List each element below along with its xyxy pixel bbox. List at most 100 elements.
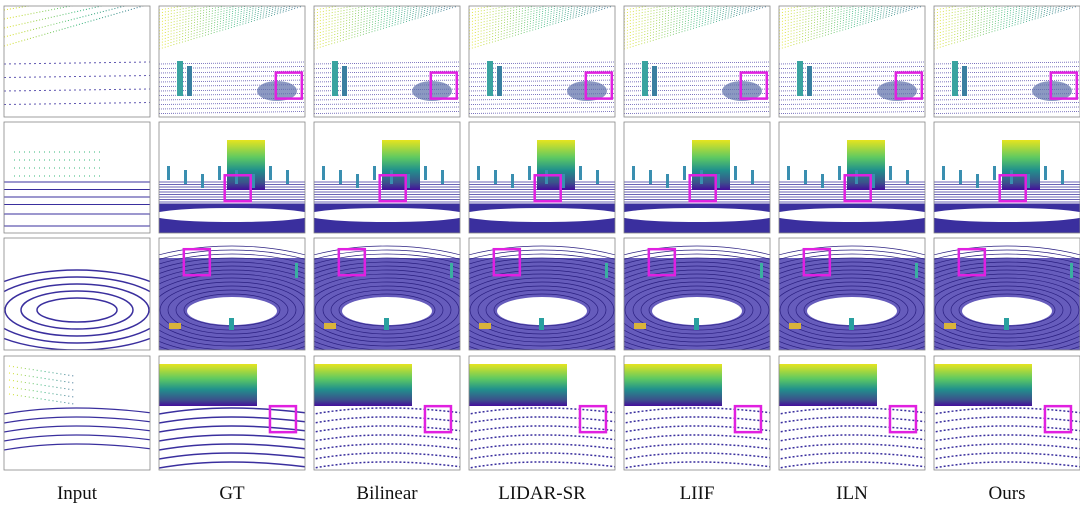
empty-ring — [617, 208, 777, 222]
object — [269, 166, 272, 180]
empty-ring — [307, 208, 467, 222]
pole — [807, 66, 812, 96]
object — [252, 174, 255, 188]
page: InputGTBilinearLIDAR-SRLIIFILNOurs (() =… — [0, 0, 1080, 506]
pole — [642, 61, 648, 96]
object — [649, 170, 652, 184]
wall — [469, 364, 567, 406]
object — [339, 170, 342, 184]
empty-ring — [462, 208, 622, 222]
object — [694, 318, 699, 330]
panel-content — [152, 122, 312, 233]
object — [324, 323, 336, 329]
object — [229, 318, 234, 330]
object — [838, 166, 841, 180]
panel-content — [0, 238, 181, 350]
lidar-panel — [617, 122, 777, 233]
object — [384, 318, 389, 330]
object — [889, 166, 892, 180]
object — [539, 318, 544, 330]
panel-content — [4, 0, 150, 117]
object — [855, 170, 858, 184]
object — [872, 174, 875, 188]
object — [356, 174, 359, 188]
lidar-panel — [149, 356, 315, 497]
object — [167, 166, 170, 180]
lidar-panel — [152, 122, 312, 233]
wall — [779, 364, 877, 406]
pole — [652, 66, 657, 96]
object — [605, 263, 608, 278]
lidar-panel — [0, 238, 181, 350]
pole — [187, 66, 192, 96]
column-label: Ours — [989, 483, 1026, 504]
pole — [332, 61, 338, 96]
object — [1061, 170, 1064, 184]
panel-content — [924, 356, 1080, 497]
figure: InputGTBilinearLIDAR-SRLIIFILNOurs — [0, 0, 1080, 506]
object — [976, 174, 979, 188]
object — [959, 170, 962, 184]
pole — [952, 61, 958, 96]
panel-content — [617, 122, 777, 233]
object — [562, 174, 565, 188]
object — [789, 323, 801, 329]
object — [1010, 170, 1013, 184]
wall — [624, 364, 722, 406]
object — [849, 318, 854, 330]
lidar-panel — [927, 122, 1080, 233]
object — [993, 166, 996, 180]
building — [692, 140, 730, 190]
object — [751, 170, 754, 184]
pole — [177, 61, 183, 96]
wall — [314, 364, 412, 406]
empty-ring — [772, 208, 932, 222]
object — [1070, 263, 1073, 278]
lidar-panel — [459, 356, 625, 497]
lidar-panel — [772, 122, 932, 233]
panel-content — [769, 356, 935, 497]
object — [821, 174, 824, 188]
column-label: LIIF — [680, 483, 715, 504]
object — [1004, 318, 1009, 330]
lidar-panel — [0, 356, 160, 470]
object — [596, 170, 599, 184]
building — [537, 140, 575, 190]
panel-content — [614, 356, 780, 497]
object — [295, 263, 298, 278]
object — [804, 170, 807, 184]
pole — [342, 66, 347, 96]
object — [915, 263, 918, 278]
object — [579, 166, 582, 180]
object — [390, 170, 393, 184]
ground-arc — [459, 471, 625, 479]
lidar-panel — [159, 0, 305, 117]
pole — [797, 61, 803, 96]
panel-content — [459, 356, 625, 497]
wall — [159, 364, 257, 406]
object — [235, 170, 238, 184]
column-label: GT — [219, 483, 245, 504]
lidar-panel — [462, 122, 622, 233]
building — [847, 140, 885, 190]
object — [700, 170, 703, 184]
object — [1027, 174, 1030, 188]
lidar-panel — [614, 356, 780, 497]
empty-ring — [152, 208, 312, 222]
object — [218, 166, 221, 180]
lidar-panel — [314, 0, 460, 117]
object — [666, 174, 669, 188]
object — [201, 174, 204, 188]
column-label: LIDAR-SR — [498, 483, 586, 504]
object — [424, 166, 427, 180]
panel-bg — [4, 238, 150, 350]
panel-content — [149, 356, 315, 497]
object — [944, 323, 956, 329]
lidar-panel — [934, 0, 1080, 117]
panel-bg — [4, 122, 150, 233]
object — [407, 174, 410, 188]
object — [787, 166, 790, 180]
object — [634, 323, 646, 329]
object — [477, 166, 480, 180]
ground-arc — [769, 471, 935, 479]
